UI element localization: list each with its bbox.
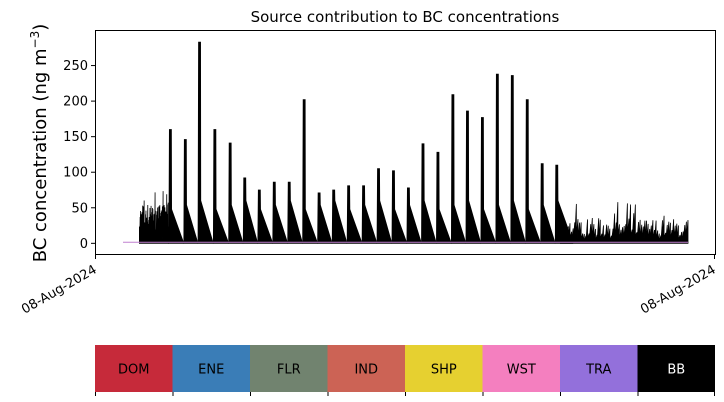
- x-tick-label: 08-Aug-2024: [19, 262, 99, 317]
- y-axis-label-end: ): [30, 24, 51, 31]
- legend-label-dom: DOM: [118, 363, 149, 378]
- legend-label-ene: ENE: [198, 363, 224, 378]
- bb-peak: [450, 94, 466, 244]
- bb-peak: [540, 163, 556, 244]
- y-tick-label: 150: [63, 130, 88, 145]
- bb-peak: [421, 143, 437, 244]
- bb-area-segment: [139, 191, 169, 244]
- x-axis-ticks: 08-Aug-2024 08-Aug-2024: [19, 254, 719, 318]
- legend-swatch-wst: [482, 345, 560, 392]
- bb-peak: [525, 99, 541, 244]
- bb-peak: [168, 129, 184, 244]
- source-colorbar-legend: DOM ENE FLR IND SHP WST TRA BB: [95, 345, 715, 396]
- bb-peak: [495, 73, 511, 244]
- legend-swatch-ind: [327, 345, 405, 392]
- legend-swatch-flr: [250, 345, 328, 392]
- y-axis-label: BC concentration (ng m−3): [28, 24, 51, 263]
- bb-peak: [212, 129, 229, 244]
- bb-peak: [197, 41, 214, 244]
- y-axis-label-sup: −3: [28, 31, 42, 49]
- y-tick-label: 0: [80, 237, 88, 252]
- bb-peak: [346, 185, 362, 244]
- legend-label-shp: SHP: [431, 363, 457, 378]
- plot-area: [123, 41, 689, 244]
- legend-swatch-bb: [637, 345, 715, 392]
- x-tick-label: 08-Aug-2024: [638, 262, 718, 317]
- bb-peak: [317, 192, 333, 244]
- bb-peak: [183, 139, 198, 244]
- bb-peak: [406, 187, 422, 244]
- bb-area-segment: [560, 202, 689, 244]
- chart-title: Source contribution to BC concentrations: [251, 8, 560, 26]
- bb-peak: [331, 189, 348, 244]
- y-tick-label: 250: [63, 59, 88, 74]
- y-tick-label: 200: [63, 95, 88, 110]
- bb-peak: [361, 185, 377, 244]
- bb-peak: [272, 181, 288, 244]
- legend-swatch-ene: [172, 345, 250, 392]
- y-tick-label: 50: [71, 201, 88, 216]
- bb-peak: [465, 110, 481, 244]
- bb-peak: [257, 189, 273, 244]
- bb-peak: [376, 168, 392, 244]
- legend-label-wst: WST: [507, 363, 536, 378]
- legend-label-bb: BB: [667, 363, 685, 378]
- legend-swatch-tra: [560, 345, 638, 392]
- legend-label-flr: FLR: [277, 363, 301, 378]
- bb-peak: [480, 117, 496, 244]
- bb-peak: [436, 151, 452, 244]
- y-axis-label-main: BC concentration (ng m: [30, 48, 51, 262]
- y-axis-ticks: 0 50 100 150 200 250: [63, 59, 95, 252]
- bb-peak: [302, 99, 318, 244]
- bb-peak: [242, 177, 258, 244]
- legend-swatch-shp: [405, 345, 483, 392]
- legend-swatch-dom: [95, 345, 173, 392]
- axes-frame: [95, 30, 716, 255]
- bb-peak: [510, 75, 526, 244]
- legend-label-ind: IND: [354, 363, 378, 378]
- bb-peak: [287, 181, 303, 244]
- legend-label-tra: TRA: [585, 363, 611, 378]
- bb-peak: [391, 170, 407, 244]
- bb-peak: [228, 142, 244, 244]
- y-tick-label: 100: [63, 166, 88, 181]
